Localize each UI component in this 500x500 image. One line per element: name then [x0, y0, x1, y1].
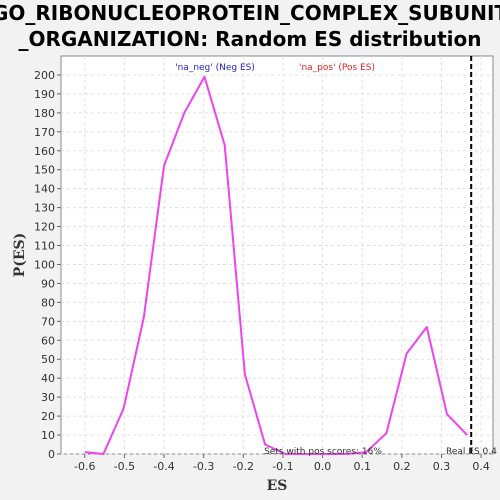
y-tick-label: 120 — [34, 221, 55, 234]
y-tick-label: 180 — [34, 107, 55, 120]
series-line — [84, 75, 468, 455]
x-tick-label: 0.4 — [472, 460, 490, 473]
series — [84, 75, 468, 455]
x-tick-label: -0.5 — [114, 460, 135, 473]
y-tick-label: 0 — [48, 448, 55, 461]
x-tick-label: -0.3 — [193, 460, 214, 473]
x-tick-label: 0.1 — [353, 460, 371, 473]
x-tick-label: -0.6 — [74, 460, 95, 473]
grid — [61, 56, 493, 455]
x-axis-title: ES — [267, 478, 288, 494]
y-tick-label: 60 — [41, 334, 55, 347]
x-axis-ticks: -0.6 -0.5 -0.4 -0.3 -0.2 -0.1 0.0 0.1 0.2 0.3 0.4 — [74, 454, 490, 473]
y-axis-ticks: 0 10 20 30 40 50 60 70 80 90 100 110 120 130 140 150 160… — [34, 69, 61, 461]
y-tick-label: 100 — [34, 258, 55, 271]
y-tick-label: 90 — [41, 277, 55, 290]
y-tick-label: 30 — [41, 391, 55, 404]
y-tick-label: 160 — [34, 145, 55, 158]
y-tick-label: 200 — [34, 69, 55, 82]
x-tick-label: 0.2 — [393, 460, 411, 473]
y-tick-label: 130 — [34, 202, 55, 215]
annotation-real-es: Real ES 0.4 — [446, 447, 497, 457]
plot-area — [60, 55, 494, 455]
y-tick-label: 150 — [34, 164, 55, 177]
y-tick-label: 190 — [34, 88, 55, 101]
y-tick-label: 70 — [41, 315, 55, 328]
chart-title-line-1: GO_RIBONUCLEOPROTEIN_COMPLEX_SUBUNIT — [0, 1, 500, 25]
y-tick-label: 110 — [34, 240, 55, 253]
x-tick-label: 0.0 — [314, 460, 332, 473]
x-tick-label: -0.2 — [233, 460, 254, 473]
y-tick-label: 10 — [41, 429, 55, 442]
y-tick-label: 20 — [41, 410, 55, 423]
y-tick-label: 80 — [41, 296, 55, 309]
y-tick-label: 40 — [41, 372, 55, 385]
legend-item-pos: 'na_pos' (Pos ES) — [299, 63, 375, 73]
y-axis-title: P(ES) — [12, 233, 28, 278]
chart-title-line-2: _ORGANIZATION: Random ES distribution — [18, 27, 481, 51]
x-tick-label: -0.4 — [153, 460, 174, 473]
annotation-sets-pos: Sets with pos scores: 16% — [264, 447, 382, 457]
y-tick-label: 140 — [34, 183, 55, 196]
x-tick-label: -0.1 — [272, 460, 293, 473]
y-tick-label: 170 — [34, 126, 55, 139]
legend-item-neg: 'na_neg' (Neg ES) — [175, 63, 255, 73]
x-tick-label: 0.3 — [433, 460, 451, 473]
y-tick-label: 50 — [41, 353, 55, 366]
